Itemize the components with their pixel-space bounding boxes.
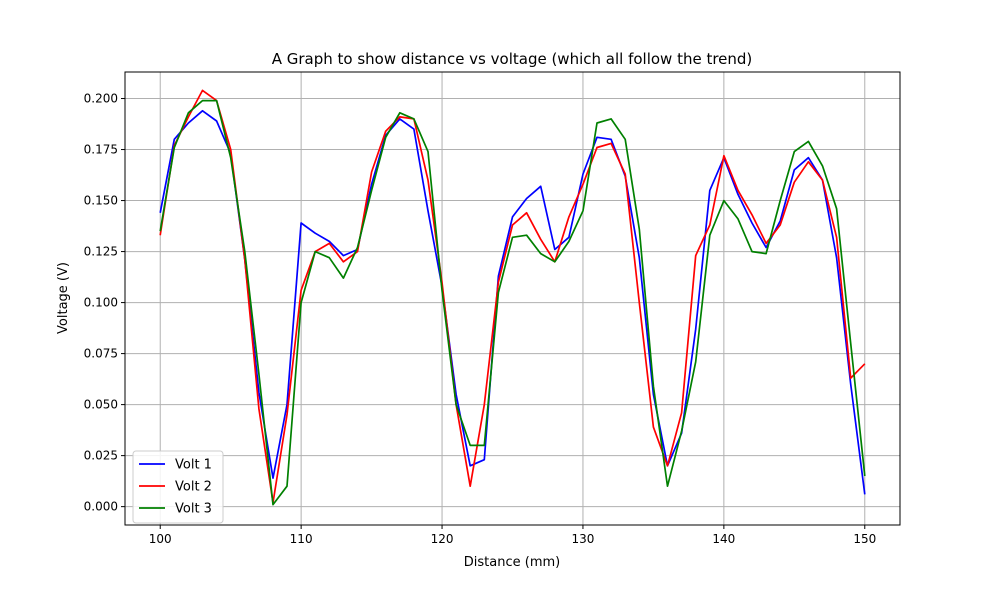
y-tick-label: 0.000 — [84, 500, 118, 514]
legend-box — [132, 450, 224, 524]
y-tick-label: 0.025 — [84, 449, 118, 463]
legend-label: Volt 1 — [175, 458, 212, 473]
axis-ticks: 100 110 120 130 140 150 0.000 0.025 0.050 0.075 0.… — [84, 92, 877, 546]
y-tick-label: 0.200 — [84, 92, 118, 106]
series-line-volt-3 — [159, 99, 866, 506]
y-tick-label: 0.050 — [84, 398, 118, 412]
x-tick-label: 120 — [431, 532, 454, 546]
legend-label: Volt 3 — [175, 502, 212, 517]
y-tick-label: 0.125 — [84, 245, 118, 259]
plot-area-frame — [124, 71, 901, 526]
y-tick-label: 0.175 — [84, 143, 118, 157]
x-tick-label: 130 — [572, 532, 595, 546]
series-line-volt-1 — [159, 109, 866, 495]
x-axis-label: Distance (mm) — [464, 555, 560, 570]
y-tick-label: 0.075 — [84, 347, 118, 361]
legend-label: Volt 2 — [175, 480, 212, 495]
legend: Volt 1 Volt 2 Volt 3 — [132, 450, 224, 524]
series-lines — [159, 89, 866, 506]
x-tick-label: 140 — [712, 532, 735, 546]
series-line-volt-2 — [159, 89, 866, 504]
y-tick-label: 0.150 — [84, 194, 118, 208]
x-tick-label: 150 — [853, 532, 876, 546]
chart-title: A Graph to show distance vs voltage (whi… — [272, 50, 753, 68]
x-tick-label: 110 — [290, 532, 313, 546]
grid-lines — [125, 72, 900, 525]
x-tick-label: 100 — [149, 532, 172, 546]
y-tick-label: 0.100 — [84, 296, 118, 310]
y-axis-label: Voltage (V) — [56, 262, 71, 334]
